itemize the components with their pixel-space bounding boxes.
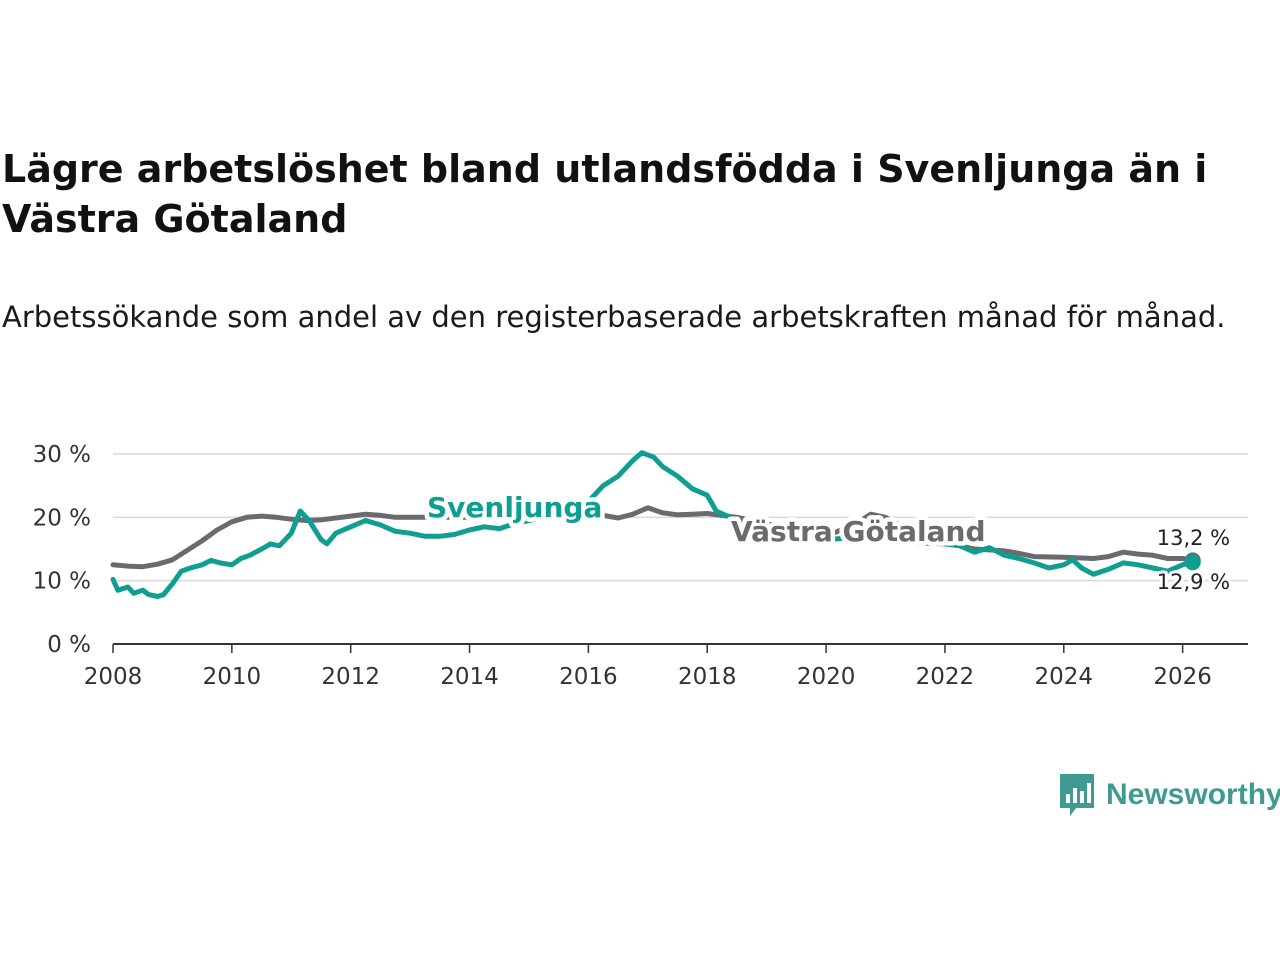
y-axis-ticks: 0 % 10 % 20 % 30 % <box>33 442 91 658</box>
chart-title: Lägre arbetslöshet bland utlandsfödda i … <box>2 147 1208 241</box>
end-label-vastra-gotaland: 13,2 % <box>1157 526 1230 550</box>
endpoint-svenljunga <box>1184 554 1201 571</box>
x-tick-label: 2022 <box>916 664 975 690</box>
x-tick-label: 2018 <box>678 664 737 690</box>
brand-logo[interactable]: Newsworthy <box>1058 772 1280 818</box>
series-labels: Svenljunga Västra Götaland 13,2 % 12,9 % <box>423 487 1234 598</box>
series-line-vastra-gotaland <box>110 505 1196 570</box>
series-line-svenljunga <box>110 450 1196 599</box>
series-label-svenljunga: Svenljunga <box>427 491 602 524</box>
x-tick-label: 2012 <box>321 664 380 690</box>
x-tick-label: 2010 <box>203 664 262 690</box>
y-tick-label: 30 % <box>33 442 91 468</box>
x-tick-label: 2024 <box>1035 664 1094 690</box>
chart-subtitle: Arbetssökande som andel av den registerb… <box>2 300 1226 334</box>
newsworthy-logo-icon <box>1060 774 1094 816</box>
x-tick-label: 2016 <box>559 664 618 690</box>
y-tick-label: 20 % <box>33 505 91 531</box>
x-tick-label: 2008 <box>84 664 143 690</box>
series-label-vastra-gotaland: Västra Götaland <box>731 515 986 548</box>
gridlines <box>113 453 1248 582</box>
x-axis: 2008 2010 2012 2014 2016 2018 2020 2022 2024 2026 <box>84 643 1248 690</box>
brand-name: Newsworthy <box>1106 778 1280 811</box>
x-tick-label: 2020 <box>797 664 856 690</box>
y-tick-label: 10 % <box>33 569 91 595</box>
x-tick-label: 2026 <box>1153 664 1212 690</box>
y-tick-label: 0 % <box>47 632 91 658</box>
x-tick-label: 2014 <box>440 664 499 690</box>
end-label-svenljunga: 12,9 % <box>1157 570 1230 594</box>
series-lines <box>110 450 1201 599</box>
